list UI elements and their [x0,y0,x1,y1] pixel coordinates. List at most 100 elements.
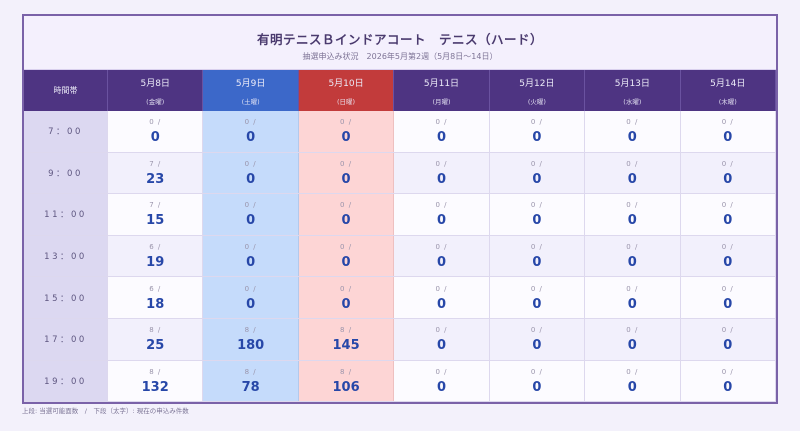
winnable-courts: 0 / [721,326,734,335]
slot-cell: 0 /0 [680,276,777,319]
title-box: 有明テニスＢインドアコート テニス（ハード） 抽選申込み状況 2026年5月第2… [24,16,776,70]
slot-cell: 0 /0 [393,111,490,153]
application-count: 0 [436,379,446,395]
application-count: 0 [532,338,542,354]
slot-cell: 0 /0 [489,360,586,403]
date-column-header: 5月12日 (火曜) [489,70,586,111]
slot-cell: 0 /0 [202,152,299,195]
winnable-courts: 0 / [244,243,257,252]
application-count: 0 [723,130,733,146]
column-date: 5月11日 [423,79,460,89]
slot-cell: 0 /0 [202,193,299,236]
date-column-header: 5月10日 (日曜) [298,70,395,111]
application-count: 0 [627,130,637,146]
application-count: 0 [723,379,733,395]
table-row: 15：00 6 /18 0 /0 0 /0 0 /0 0 /0 0 /0 0 /0 [24,276,777,319]
application-count: 0 [246,296,256,312]
slot-cell: 8 /132 [107,360,204,403]
winnable-courts: 8 / [340,367,353,376]
winnable-courts: 0 / [626,284,639,293]
application-count: 0 [627,255,637,271]
slot-cell: 0 /0 [298,235,395,278]
slot-cell: 0 /0 [202,111,299,153]
application-count: 0 [436,338,446,354]
application-count: 0 [627,296,637,312]
application-count: 0 [723,338,733,354]
application-count: 0 [532,379,542,395]
slot-cell: 0 /0 [489,152,586,195]
winnable-courts: 0 / [530,243,543,252]
column-day-of-week: (水曜) [623,98,642,106]
winnable-courts: 8 / [149,326,162,335]
application-count: 0 [436,171,446,187]
winnable-courts: 6 / [149,284,162,293]
winnable-courts: 0 / [435,243,448,252]
winnable-courts: 0 / [721,159,734,168]
slot-cell: 0 /0 [584,276,681,319]
winnable-courts: 0 / [530,326,543,335]
winnable-courts: 0 / [435,284,448,293]
winnable-courts: 0 / [626,159,639,168]
slot-cell: 0 /0 [584,152,681,195]
column-day-of-week: (日曜) [337,98,356,106]
winnable-courts: 0 / [626,243,639,252]
winnable-courts: 0 / [626,118,639,127]
table-body: 7：00 0 /0 0 /0 0 /0 0 /0 0 /0 0 /0 0 /0 9：00 7 /2… [24,111,777,403]
slot-cell: 8 /25 [107,318,204,361]
winnable-courts: 0 / [149,118,162,127]
table-row: 17：00 8 /25 8 /180 8 /145 0 /0 0 /0 0 /0 0 /0 [24,318,777,361]
application-count: 0 [150,130,160,146]
winnable-courts: 0 / [721,243,734,252]
application-count: 18 [146,296,165,312]
column-day-of-week: (土曜) [241,98,260,106]
slot-cell: 0 /0 [298,193,395,236]
winnable-courts: 0 / [626,201,639,210]
slot-cell: 8 /78 [202,360,299,403]
date-column-header: 5月11日 (月曜) [393,70,490,111]
slot-cell: 0 /0 [202,276,299,319]
application-count: 106 [332,379,360,395]
time-slot-label: 9：00 [24,152,108,195]
application-count: 0 [436,130,446,146]
winnable-courts: 0 / [530,367,543,376]
slot-cell: 0 /0 [393,360,490,403]
slot-cell: 0 /0 [584,193,681,236]
time-slot-label: 11：00 [24,193,108,236]
winnable-courts: 0 / [530,284,543,293]
application-count: 0 [627,213,637,229]
slot-cell: 0 /0 [584,235,681,278]
slot-cell: 8 /180 [202,318,299,361]
winnable-courts: 0 / [721,367,734,376]
application-count: 0 [723,255,733,271]
winnable-courts: 0 / [340,118,353,127]
winnable-courts: 7 / [149,159,162,168]
schedule-panel: 有明テニスＢインドアコート テニス（ハード） 抽選申込み状況 2026年5月第2… [22,14,778,405]
date-column-header: 5月13日 (水曜) [584,70,681,111]
slot-cell: 0 /0 [680,193,777,236]
winnable-courts: 0 / [530,118,543,127]
slot-cell: 0 /0 [393,193,490,236]
column-day-of-week: (木曜) [718,98,737,106]
winnable-courts: 0 / [435,201,448,210]
winnable-courts: 0 / [435,326,448,335]
winnable-courts: 0 / [244,201,257,210]
slot-cell: 0 /0 [584,111,681,153]
time-slot-label: 7：00 [24,111,108,153]
application-count: 132 [141,379,169,395]
table-row: 13：00 6 /19 0 /0 0 /0 0 /0 0 /0 0 /0 0 /0 [24,235,777,278]
column-day-of-week: (月曜) [432,98,451,106]
table-row: 11：00 7 /15 0 /0 0 /0 0 /0 0 /0 0 /0 0 /0 [24,193,777,236]
winnable-courts: 0 / [340,159,353,168]
column-date: 5月10日 [328,79,364,89]
application-count: 0 [436,296,446,312]
table-row: 9：00 7 /23 0 /0 0 /0 0 /0 0 /0 0 /0 0 /0 [24,152,777,195]
winnable-courts: 0 / [530,159,543,168]
application-count: 23 [146,171,165,187]
application-count: 78 [241,379,260,395]
winnable-courts: 8 / [244,367,257,376]
slot-cell: 8 /106 [298,360,395,403]
slot-cell: 0 /0 [298,152,395,195]
slot-cell: 0 /0 [680,111,777,153]
winnable-courts: 0 / [721,118,734,127]
slot-cell: 0 /0 [489,111,586,153]
